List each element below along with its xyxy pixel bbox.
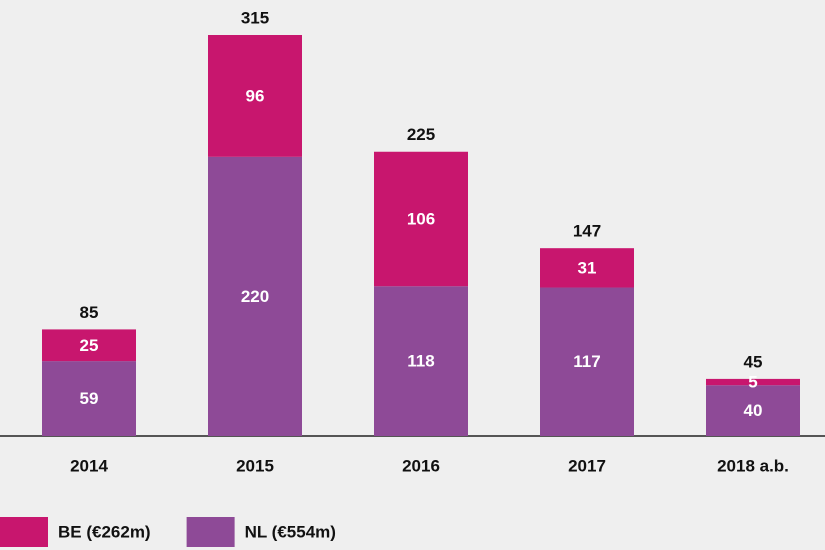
- total-label: 45: [744, 352, 763, 371]
- bar-segment: [374, 286, 468, 436]
- segment-label: 106: [407, 209, 435, 228]
- bar-segment: [374, 151, 468, 287]
- segment-label: 117: [573, 352, 600, 371]
- x-tick-label: 2014: [70, 456, 108, 475]
- legend-swatch: [186, 517, 235, 547]
- bar-segment: [42, 361, 136, 436]
- segment-label: 31: [578, 258, 597, 277]
- segment-label: 59: [80, 389, 99, 408]
- x-tick-label: 2016: [402, 456, 440, 475]
- total-label: 315: [241, 8, 269, 27]
- bar-segment: [540, 287, 634, 436]
- x-tick-label: 2018 a.b.: [717, 456, 789, 475]
- segment-label: 40: [744, 401, 763, 420]
- legend-label: NL (€554m): [245, 522, 336, 541]
- bar-segment: [706, 378, 800, 386]
- legend-label: BE (€262m): [58, 522, 151, 541]
- total-label: 147: [573, 222, 601, 241]
- bar-segment: [42, 329, 136, 362]
- bar-segment: [208, 35, 302, 157]
- x-tick-label: 2017: [568, 456, 606, 475]
- total-label: 225: [407, 125, 435, 144]
- x-tick-label: 2015: [236, 456, 274, 475]
- legend-swatch: [0, 517, 48, 547]
- segment-label: 118: [407, 352, 434, 371]
- segment-label: 96: [246, 86, 265, 105]
- bar-segment: [706, 385, 800, 436]
- segment-label: 5: [748, 373, 757, 392]
- segment-label: 25: [80, 336, 99, 355]
- segment-label: 220: [241, 287, 269, 306]
- total-label: 85: [80, 303, 99, 322]
- bar-segment: [208, 156, 302, 436]
- bar-segment: [540, 248, 634, 288]
